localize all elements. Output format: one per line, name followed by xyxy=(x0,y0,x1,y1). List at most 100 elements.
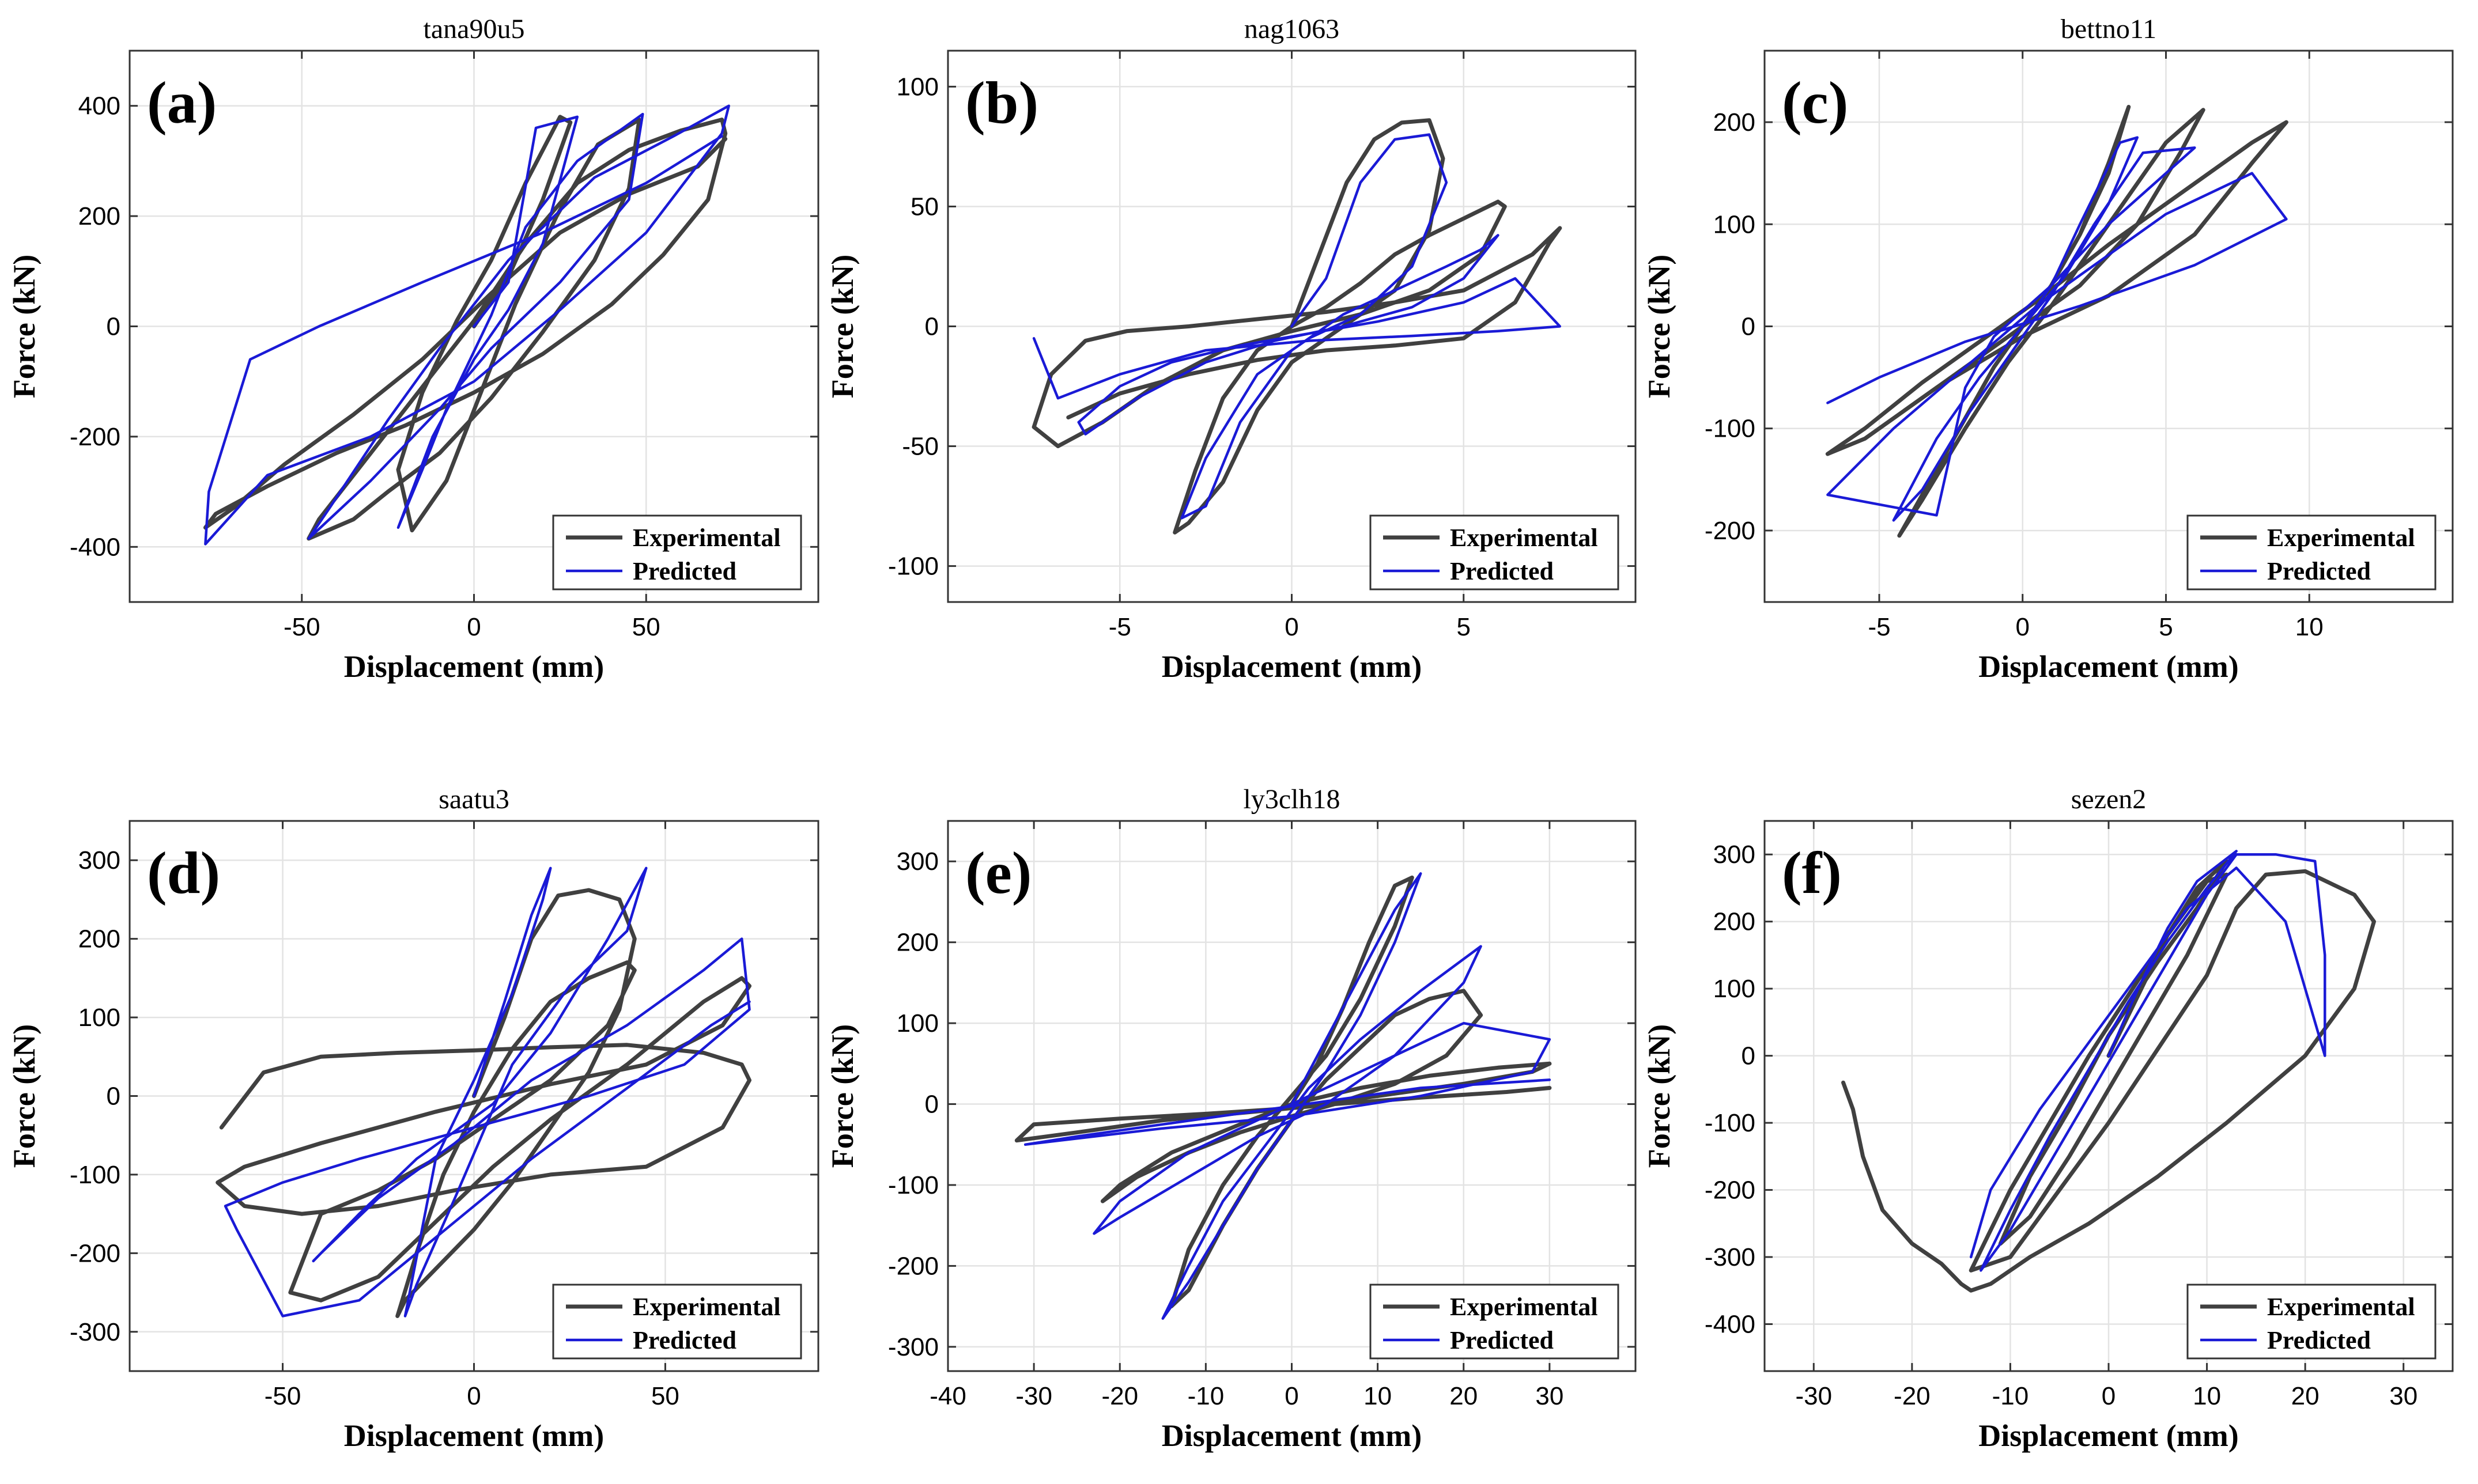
y-tick-label: 0 xyxy=(925,1091,939,1119)
legend-label-predicted: Predicted xyxy=(1450,1326,1554,1354)
x-tick-label: 5 xyxy=(1457,613,1471,641)
panel-title: ly3clh18 xyxy=(1244,784,1340,815)
legend-box xyxy=(1369,514,1619,590)
series-group xyxy=(1825,105,2288,538)
legend-label-experimental: Experimental xyxy=(2267,1293,2415,1321)
y-tick-label: 0 xyxy=(925,313,939,341)
y-tick-label: 100 xyxy=(897,73,939,101)
x-axis-label: Displacement (mm) xyxy=(344,649,604,684)
legend-box xyxy=(2186,1284,2437,1360)
x-tick-label: 0 xyxy=(1285,1382,1298,1410)
x-tick-label: -30 xyxy=(1015,1382,1052,1410)
panel-letter: (f) xyxy=(1782,840,1842,906)
legend-label-experimental: Experimental xyxy=(633,524,781,552)
panel-letter: (e) xyxy=(965,840,1032,906)
panel-letter: (c) xyxy=(1782,70,1848,136)
y-tick-label: -100 xyxy=(888,552,939,581)
legend-label-predicted: Predicted xyxy=(1450,557,1554,585)
x-axis-label: Displacement (mm) xyxy=(1978,1418,2238,1453)
x-axis-label: Displacement (mm) xyxy=(1162,1418,1422,1453)
y-tick-label: -300 xyxy=(1705,1243,1755,1271)
series-group xyxy=(216,866,751,1318)
chart-panel-4: -50 0 50 -300 -200 -100 0 100 200 300 saatu3 Displa… xyxy=(7,784,819,1453)
legend-box xyxy=(552,514,802,590)
x-tick-label: -5 xyxy=(1109,613,1131,641)
x-tick-label: -20 xyxy=(1894,1382,1931,1410)
y-tick-label: 200 xyxy=(78,202,120,230)
y-axis-label: Force (kN) xyxy=(825,255,860,398)
series-group xyxy=(1841,850,2376,1293)
x-tick-label: 0 xyxy=(2102,1382,2116,1410)
chart-panel-5: -40 -30 -20 -10 0 10 20 30-300-200-100010020030… xyxy=(825,784,1637,1453)
x-tick-label: 20 xyxy=(2291,1382,2320,1410)
y-tick-label: 100 xyxy=(1713,210,1755,238)
series-group xyxy=(1032,118,1562,535)
y-tick-label: 300 xyxy=(897,847,939,876)
x-tick-label: 5 xyxy=(2159,613,2173,641)
y-tick-label: -200 xyxy=(888,1252,939,1280)
series-line-experimental xyxy=(203,115,728,541)
x-tick-label: 0 xyxy=(1285,613,1298,641)
y-axis-label: Force (kN) xyxy=(7,1024,41,1168)
x-tick-label: 20 xyxy=(1449,1382,1478,1410)
x-tick-label: 30 xyxy=(2389,1382,2417,1410)
legend: Experimental Predicted xyxy=(1369,514,1619,590)
y-tick-label: -100 xyxy=(70,1161,120,1189)
panel-title: bettno11 xyxy=(2061,14,2156,44)
y-axis-label: Force (kN) xyxy=(825,1024,860,1168)
y-tick-label: 400 xyxy=(78,92,120,120)
series-line-experimental xyxy=(216,888,751,1318)
y-tick-label: 200 xyxy=(1713,108,1755,137)
x-tick-label: -10 xyxy=(1992,1382,2029,1410)
y-tick-label: 50 xyxy=(911,192,939,221)
legend-box xyxy=(2186,514,2437,590)
x-tick-label: -30 xyxy=(1795,1382,1832,1410)
y-tick-label: -100 xyxy=(1705,415,1755,443)
x-tick-label: 0 xyxy=(2016,613,2030,641)
legend-label-experimental: Experimental xyxy=(1450,1293,1598,1321)
y-tick-label: -300 xyxy=(70,1318,120,1346)
series-line-predicted xyxy=(224,866,751,1318)
y-tick-label: -200 xyxy=(70,1239,120,1267)
x-tick-label: 50 xyxy=(651,1382,679,1410)
x-tick-label: 10 xyxy=(1363,1382,1392,1410)
panel-title: saatu3 xyxy=(439,784,509,815)
legend-box xyxy=(1369,1284,1619,1360)
series-line-predicted xyxy=(1826,136,2288,522)
legend-label-experimental: Experimental xyxy=(2267,524,2415,552)
y-tick-label: 0 xyxy=(107,1082,120,1111)
legend-label-predicted: Predicted xyxy=(633,1326,736,1354)
y-tick-label: 300 xyxy=(78,846,120,874)
series-line-predicted xyxy=(204,104,730,546)
series-line-experimental xyxy=(1841,859,2376,1293)
panel-title: tana90u5 xyxy=(424,14,525,44)
x-tick-label: -10 xyxy=(1188,1382,1225,1410)
y-tick-label: -200 xyxy=(70,423,120,451)
y-tick-label: -200 xyxy=(1705,1176,1755,1205)
legend: Experimental Predicted xyxy=(1369,1284,1619,1360)
series-line-experimental xyxy=(1825,105,2288,538)
y-tick-label: 0 xyxy=(1742,313,1755,341)
chart-panel-6: -30 -20 -10 0 10 20 30-400-300-200-10001002003… xyxy=(1642,784,2454,1453)
x-tick-label: -20 xyxy=(1101,1382,1138,1410)
legend: Experimental Predicted xyxy=(2186,1284,2437,1360)
x-tick-label: -40 xyxy=(930,1382,966,1410)
y-tick-label: -400 xyxy=(1705,1310,1755,1338)
y-tick-label: 100 xyxy=(78,1004,120,1032)
legend: Experimental Predicted xyxy=(552,1284,802,1360)
x-tick-label: 0 xyxy=(467,613,481,641)
legend-label-predicted: Predicted xyxy=(2267,557,2371,585)
x-tick-label: 0 xyxy=(467,1382,481,1410)
legend-box xyxy=(552,1284,802,1360)
panel-title: sezen2 xyxy=(2071,784,2147,815)
legend: Experimental Predicted xyxy=(552,514,802,590)
panel-letter: (d) xyxy=(147,840,220,906)
x-tick-label: 30 xyxy=(1535,1382,1563,1410)
panel-letter: (b) xyxy=(965,70,1038,136)
legend-label-predicted: Predicted xyxy=(2267,1326,2371,1354)
y-tick-label: 200 xyxy=(897,929,939,957)
x-tick-label: 50 xyxy=(632,613,660,641)
series-group xyxy=(203,104,730,546)
y-tick-label: 300 xyxy=(1713,841,1755,869)
